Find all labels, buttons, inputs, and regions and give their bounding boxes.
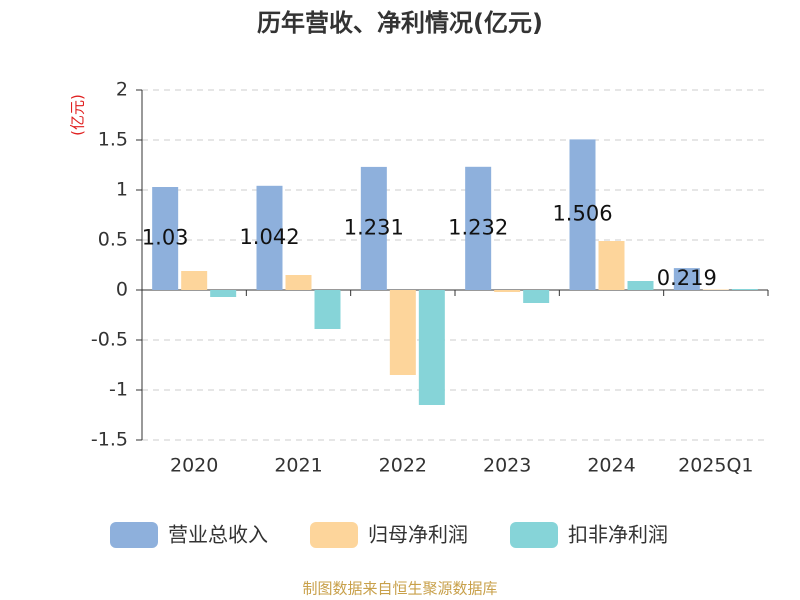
bar: [465, 166, 492, 290]
bar: [210, 290, 237, 297]
data-label: 1.03: [142, 226, 189, 250]
legend-swatch: [310, 522, 358, 548]
y-tick-label: 0.5: [98, 229, 128, 251]
x-tick-label: 2021: [274, 455, 322, 477]
bar: [598, 241, 625, 290]
bar: [285, 275, 312, 290]
legend-swatch: [510, 522, 558, 548]
bar: [494, 290, 521, 292]
bar: [360, 166, 387, 290]
bar: [418, 290, 445, 405]
bar: [314, 290, 341, 329]
data-label: 0.219: [657, 266, 717, 290]
bar: [731, 289, 758, 290]
bar: [523, 290, 550, 303]
x-tick-label: 2023: [483, 455, 531, 477]
y-tick-label: 1.5: [98, 129, 128, 151]
y-tick-label: -1: [109, 379, 128, 401]
data-label: 1.232: [448, 215, 508, 239]
bar: [152, 187, 179, 290]
bar: [702, 289, 729, 290]
bar: [627, 281, 654, 290]
bar: [256, 185, 283, 290]
y-tick-label: -0.5: [91, 329, 128, 351]
legend-label: 营业总收入: [168, 523, 268, 547]
bar: [389, 290, 416, 375]
source-note: 制图数据来自恒生聚源数据库: [302, 580, 497, 598]
y-tick-label: 2: [116, 79, 128, 101]
legend-label: 扣非净利润: [568, 523, 668, 547]
x-tick-label: 2022: [379, 455, 427, 477]
bar: [181, 271, 208, 290]
y-tick-label: 1: [116, 179, 128, 201]
data-label: 1.231: [344, 215, 404, 239]
x-tick-label: 2025Q1: [678, 455, 753, 477]
y-tick-label: 0: [116, 279, 128, 301]
y-tick-label: -1.5: [91, 429, 128, 451]
x-tick-label: 2020: [170, 455, 218, 477]
y-axis-label: (亿元): [69, 94, 87, 136]
bar: [673, 268, 700, 290]
data-label: 1.506: [552, 202, 612, 226]
legend-label: 归母净利润: [368, 523, 468, 547]
bar: [569, 139, 596, 290]
legend-swatch: [110, 522, 158, 548]
data-label: 1.042: [239, 225, 299, 249]
x-tick-label: 2024: [587, 455, 635, 477]
chart-title: 历年营收、净利情况(亿元): [257, 9, 543, 37]
